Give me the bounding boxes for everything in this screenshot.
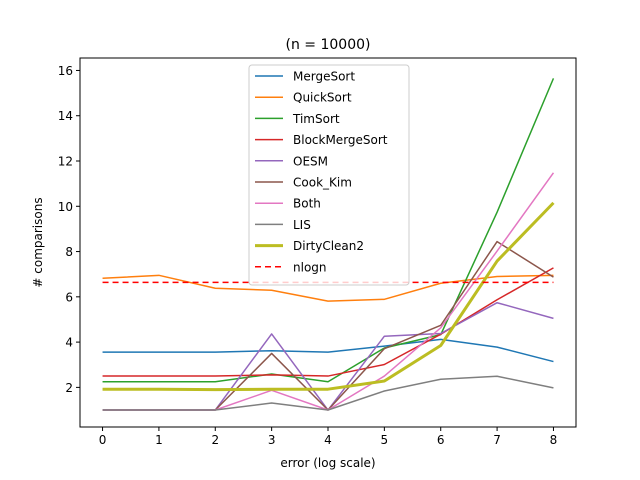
legend-label: TimSort [292,112,340,126]
x-tick-label: 1 [155,433,163,447]
plot-frame [79,57,577,428]
x-tick-label: 0 [99,433,107,447]
x-tick-label: 3 [268,433,276,447]
x-axis-ticks: 0 1 2 3 4 5 6 7 8 [99,427,558,447]
y-tick-label: 4 [65,336,73,350]
y-axis-label: # comparisons [31,197,45,287]
y-tick-label: 10 [58,200,73,214]
x-tick-label: 8 [550,433,558,447]
legend-label: nlogn [293,260,327,274]
x-axis-label: error (log scale) [280,456,375,470]
x-tick-label: 6 [437,433,445,447]
chart-title: (n = 10000) [286,37,371,53]
y-tick-label: 6 [65,290,73,304]
legend-label: Both [293,197,321,211]
x-tick-label: 5 [381,433,389,447]
series-line-dirtyclean2 [102,201,555,392]
y-tick-label: 16 [58,64,73,78]
y-axis-ticks: 2 4 6 8 10 12 14 16 [58,64,80,395]
y-tick-label: 2 [65,381,73,395]
legend-label: OESM [293,154,328,168]
legend-label: BlockMergeSort [293,133,388,147]
y-tick-label: 8 [65,245,73,259]
x-tick-label: 4 [324,433,332,447]
series-line-mergesort [102,338,554,363]
legend-box [248,64,410,286]
y-tick-label: 14 [58,109,73,123]
series-line-blockmergesort [102,267,554,377]
legend: MergeSort QuickSort TimSort BlockMergeSort O… [248,64,410,286]
series-line-lis [102,375,554,411]
legend-label: DirtyClean2 [293,239,364,253]
legend-label: LIS [293,218,311,232]
series-line-quicksort [102,274,554,302]
series-line-timsort [102,78,555,383]
x-tick-label: 2 [211,433,219,447]
legend-label: Cook_Kim [293,176,352,190]
legend-label: QuickSort [293,91,352,105]
legend-label: MergeSort [293,70,355,84]
y-tick-label: 12 [58,155,73,169]
x-tick-label: 7 [493,433,501,447]
